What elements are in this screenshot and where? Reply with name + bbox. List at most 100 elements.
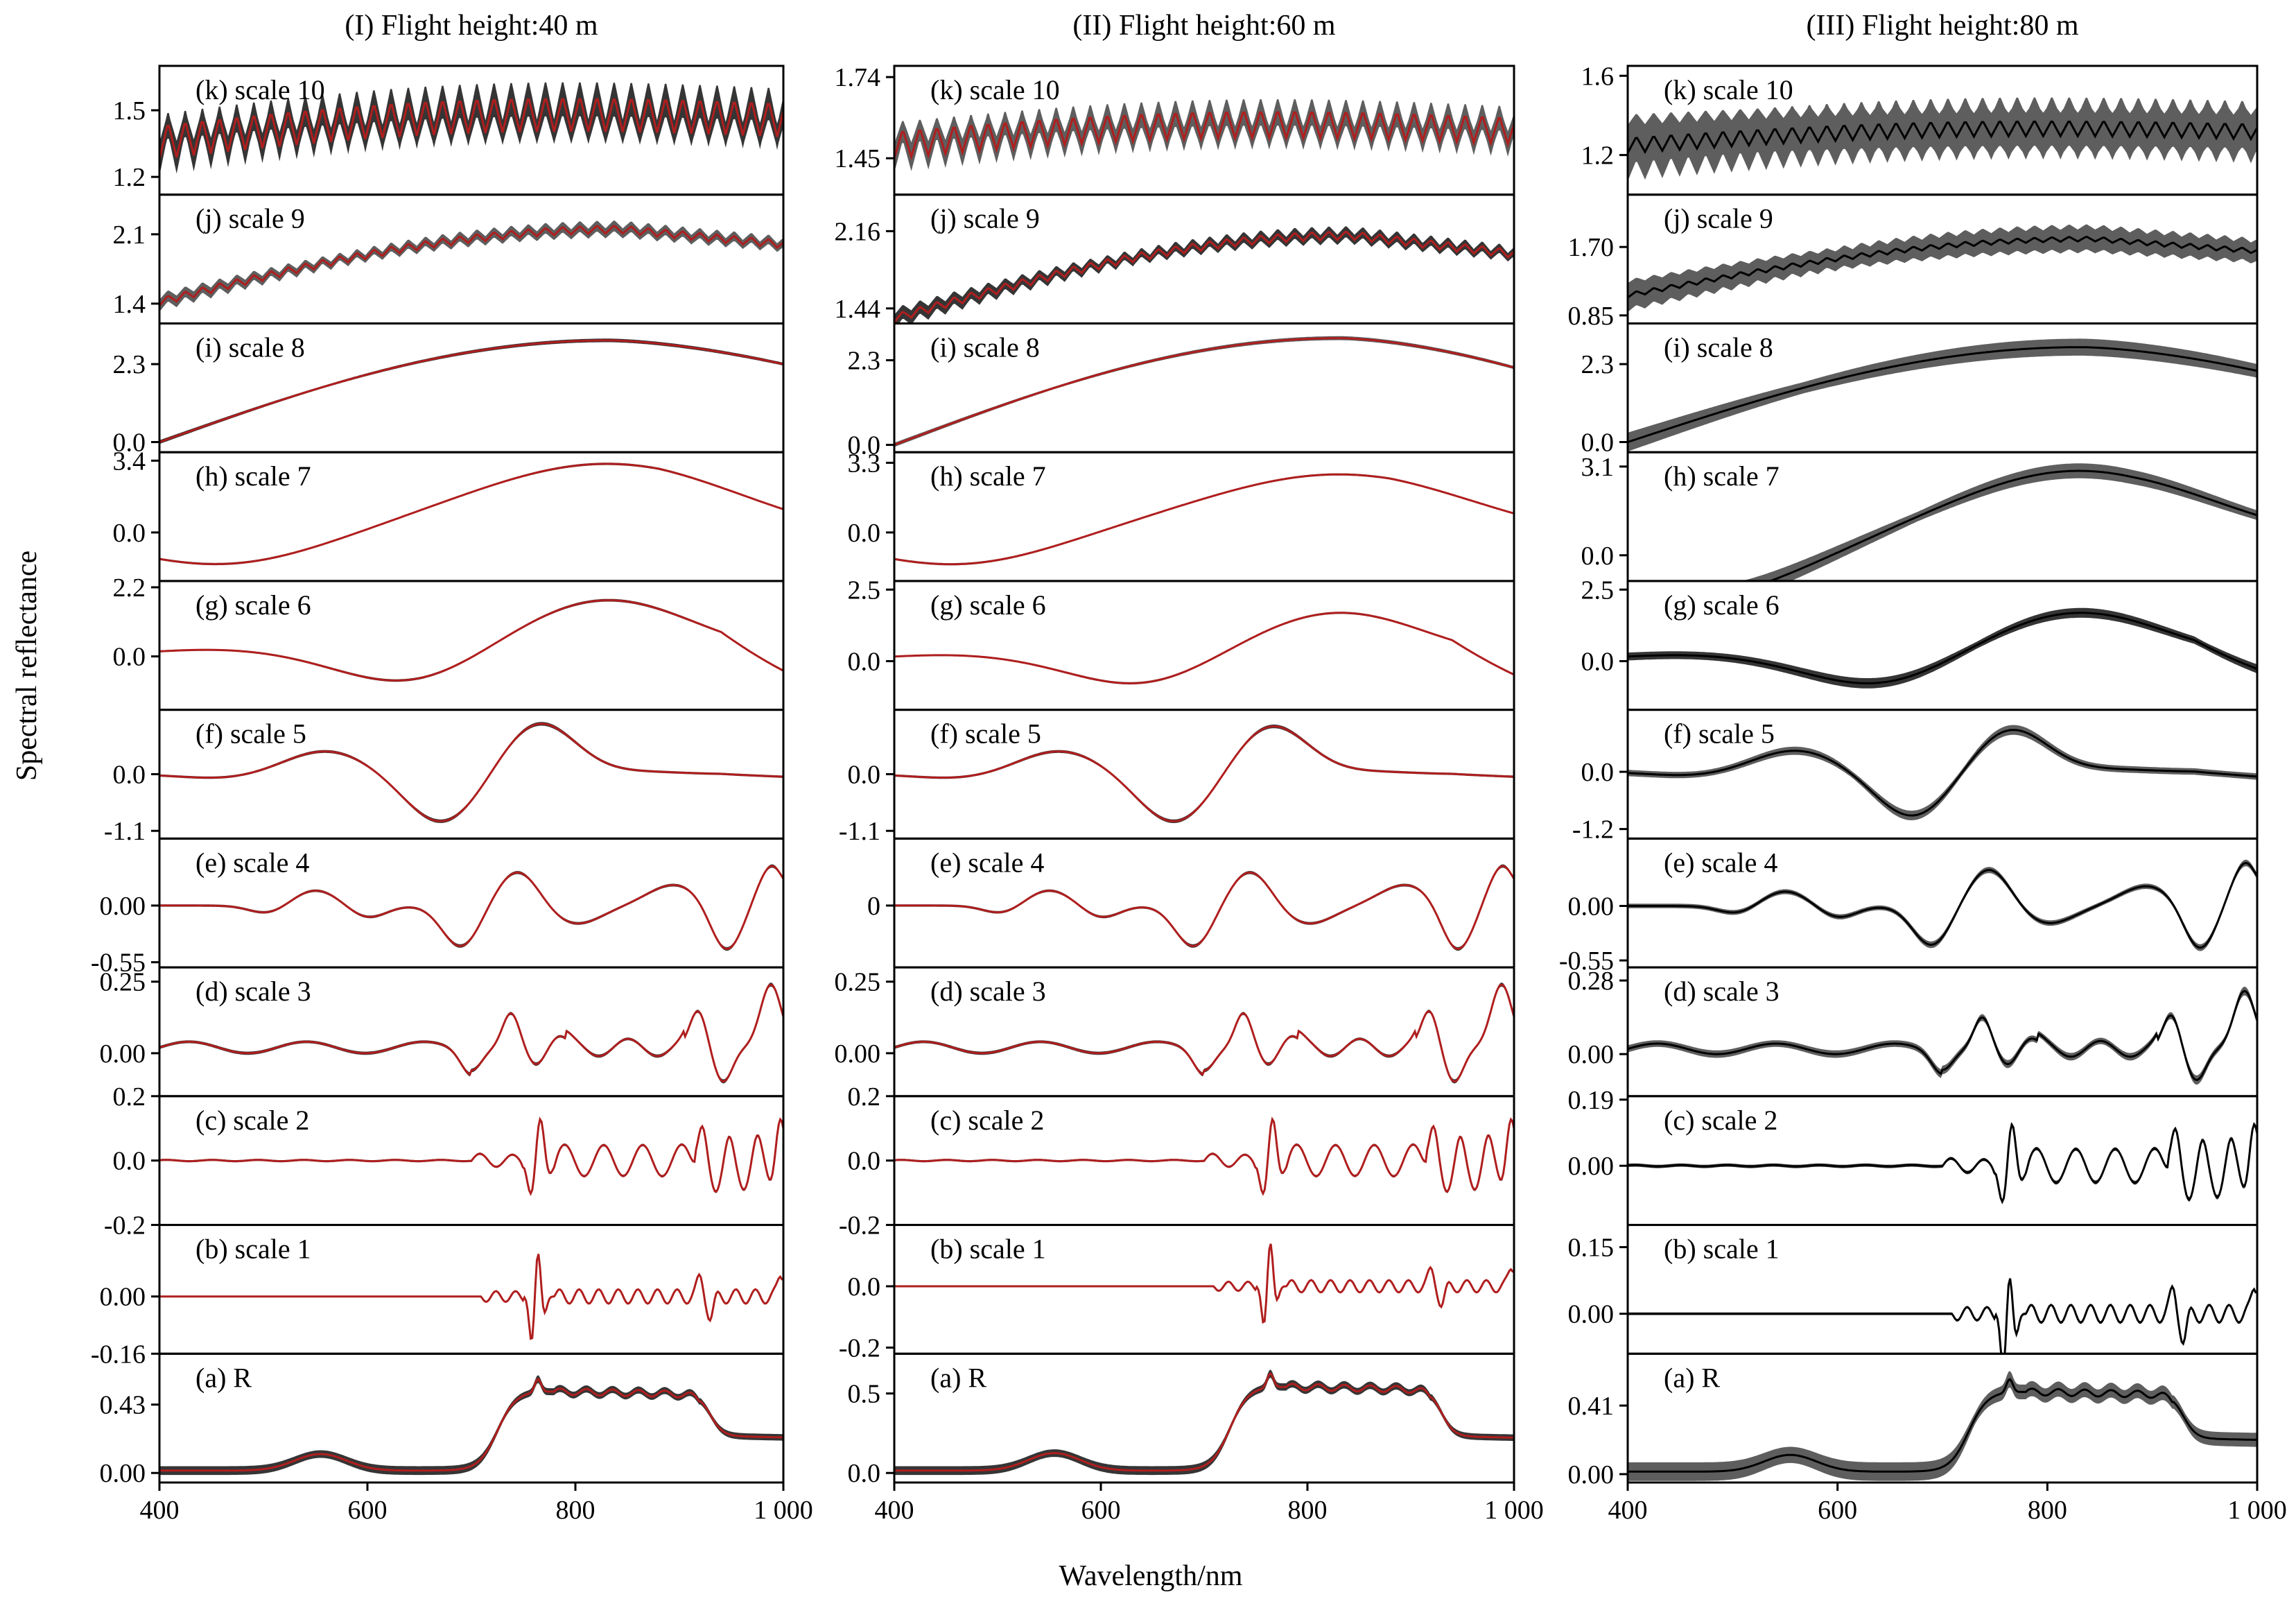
panel: 1.2 1.6 (k) scale 10 xyxy=(1581,62,2259,196)
y-tick-label: -1.2 xyxy=(1572,815,1614,845)
x-tick-label: 1 000 xyxy=(1484,1496,1544,1525)
y-tick-label: 0.0 xyxy=(848,761,881,790)
x-tick-label: 1 000 xyxy=(754,1496,813,1525)
spread-band xyxy=(1628,338,2257,452)
panel-label: (i) scale 8 xyxy=(1664,331,1773,363)
mean-spectrum-line xyxy=(894,473,1514,566)
mean-spectrum-line xyxy=(894,1116,1514,1196)
y-tick-label: 2.2 xyxy=(113,573,146,603)
panel-frame xyxy=(158,1352,785,1484)
y-tick-label: 0.0 xyxy=(848,431,881,460)
panel: 0.0 2.5 (g) scale 6 xyxy=(848,576,1515,711)
mean-spectrum-line xyxy=(894,231,1514,323)
y-tick-label: 0.2 xyxy=(113,1082,146,1112)
chart-column-2: (II) Flight height:60 m 1.45 1.74 (k) scale… xyxy=(835,10,1544,1525)
y-tick-label: 0.0 xyxy=(1581,429,1615,458)
y-tick-label: 3.4 xyxy=(113,447,146,476)
panel: 0.00 0.19 (c) scale 2 xyxy=(1568,1086,2259,1227)
panel: 0.0 0.5 (a) R xyxy=(848,1352,1515,1488)
mean-spectrum-line xyxy=(159,463,783,565)
spread-band xyxy=(894,99,1514,173)
panel: -0.2 0.0 0.2 (c) scale 2 xyxy=(104,1082,785,1241)
y-tick-label: 1.2 xyxy=(1581,141,1615,171)
panel: 0.00 0.25 (d) scale 3 xyxy=(835,966,1515,1098)
mean-spectrum-line xyxy=(159,98,783,159)
spread-band xyxy=(1628,224,2257,313)
y-tick-label: 0.15 xyxy=(1568,1234,1615,1263)
y-tick-label: 0.00 xyxy=(100,1283,146,1312)
panel-label: (i) scale 8 xyxy=(195,331,305,363)
column-title: (I) Flight height:40 m xyxy=(345,10,598,42)
y-tick-label: 0.00 xyxy=(1568,1152,1615,1181)
y-tick-label: 0.28 xyxy=(1568,967,1615,996)
spread-band xyxy=(1628,1277,2257,1354)
mean-spectrum-line xyxy=(1628,1278,2257,1354)
panel: 0.0 2.2 (g) scale 6 xyxy=(113,573,785,711)
y-tick-label: 0.00 xyxy=(1568,1040,1615,1069)
y-tick-label: 0.00 xyxy=(1568,1460,1615,1489)
mean-spectrum-line xyxy=(159,983,783,1083)
panel: 0.0 3.3 (h) scale 7 xyxy=(848,449,1515,582)
panel: 0.0 2.3 (i) scale 8 xyxy=(848,322,1515,460)
spread-band xyxy=(1628,1371,2257,1481)
y-tick-label: 0.00 xyxy=(1568,1300,1615,1329)
panel: -0.16 0.00 (b) scale 1 xyxy=(91,1224,785,1369)
x-axis-title: Wavelength/nm xyxy=(1059,1560,1243,1592)
column-title: (II) Flight height:60 m xyxy=(1072,10,1335,42)
panel-label: (h) scale 7 xyxy=(930,460,1046,492)
panel: 0.85 1.70 (j) scale 9 xyxy=(1568,193,2259,331)
y-tick-label: 0.0 xyxy=(113,643,146,672)
y-tick-label: -1.1 xyxy=(839,817,880,846)
mean-spectrum-line xyxy=(894,111,1514,161)
panel-frame xyxy=(1626,1352,2259,1484)
panel-label: (c) scale 2 xyxy=(930,1105,1044,1136)
panel: 0.00 0.15 (b) scale 1 xyxy=(1568,1224,2259,1355)
y-tick-label: 2.1 xyxy=(113,221,146,250)
panel-label: (b) scale 1 xyxy=(195,1234,311,1265)
panel-label: (e) scale 4 xyxy=(1664,847,1777,878)
panel: 1.2 1.5 (k) scale 10 xyxy=(113,64,785,196)
y-tick-label: 0.0 xyxy=(848,1459,881,1488)
column-title: (III) Flight height:80 m xyxy=(1806,10,2078,42)
panel-label: (e) scale 4 xyxy=(930,847,1044,878)
y-tick-label: 0.43 xyxy=(100,1391,146,1420)
mean-spectrum-line xyxy=(1628,862,2257,949)
y-tick-label: 0.0 xyxy=(1581,647,1615,676)
y-tick-label: 2.5 xyxy=(1581,576,1615,605)
y-tick-label: 0.0 xyxy=(113,429,146,458)
y-tick-label: 2.16 xyxy=(835,217,881,246)
mean-spectrum-line xyxy=(1628,121,2257,155)
y-tick-label: 0.41 xyxy=(1568,1392,1615,1421)
y-tick-label: 2.3 xyxy=(1581,350,1615,379)
spread-band xyxy=(894,226,1514,324)
y-tick-label: 0.5 xyxy=(848,1380,881,1409)
panel-label: (a) R xyxy=(195,1362,252,1393)
spread-band xyxy=(159,221,783,312)
y-tick-label: 0.25 xyxy=(835,968,881,997)
mean-spectrum-line xyxy=(1628,1122,2257,1204)
panel-label: (k) scale 10 xyxy=(1664,74,1793,105)
panel-label: (k) scale 10 xyxy=(930,74,1060,105)
mean-spectrum-line xyxy=(1628,1378,2257,1473)
y-tick-label: 0.0 xyxy=(848,519,881,548)
spread-band xyxy=(159,82,783,176)
panel-label: (a) R xyxy=(930,1362,986,1393)
y-tick-label: 0.00 xyxy=(100,1459,146,1488)
panel-label: (f) scale 5 xyxy=(1664,718,1775,750)
y-tick-label: 0.00 xyxy=(1568,892,1615,922)
mean-spectrum-line xyxy=(159,1378,783,1472)
panel: 0.0 3.4 (h) scale 7 xyxy=(113,447,785,582)
panel: -0.55 0.00 (e) scale 4 xyxy=(91,837,785,978)
mean-spectrum-line xyxy=(159,865,783,951)
x-tick-label: 800 xyxy=(1288,1496,1328,1525)
x-tick-label: 400 xyxy=(140,1496,180,1525)
mean-spectrum-line xyxy=(1628,989,2257,1081)
y-tick-label: 0 xyxy=(867,892,880,921)
mean-spectrum-line xyxy=(894,725,1514,822)
y-tick-label: 0.25 xyxy=(100,968,146,997)
mean-spectrum-line xyxy=(1628,612,2257,684)
spread-band xyxy=(1628,725,2257,820)
panel-label: (c) scale 2 xyxy=(195,1105,309,1136)
panel-label: (b) scale 1 xyxy=(930,1234,1046,1265)
y-tick-label: 1.74 xyxy=(835,63,881,92)
